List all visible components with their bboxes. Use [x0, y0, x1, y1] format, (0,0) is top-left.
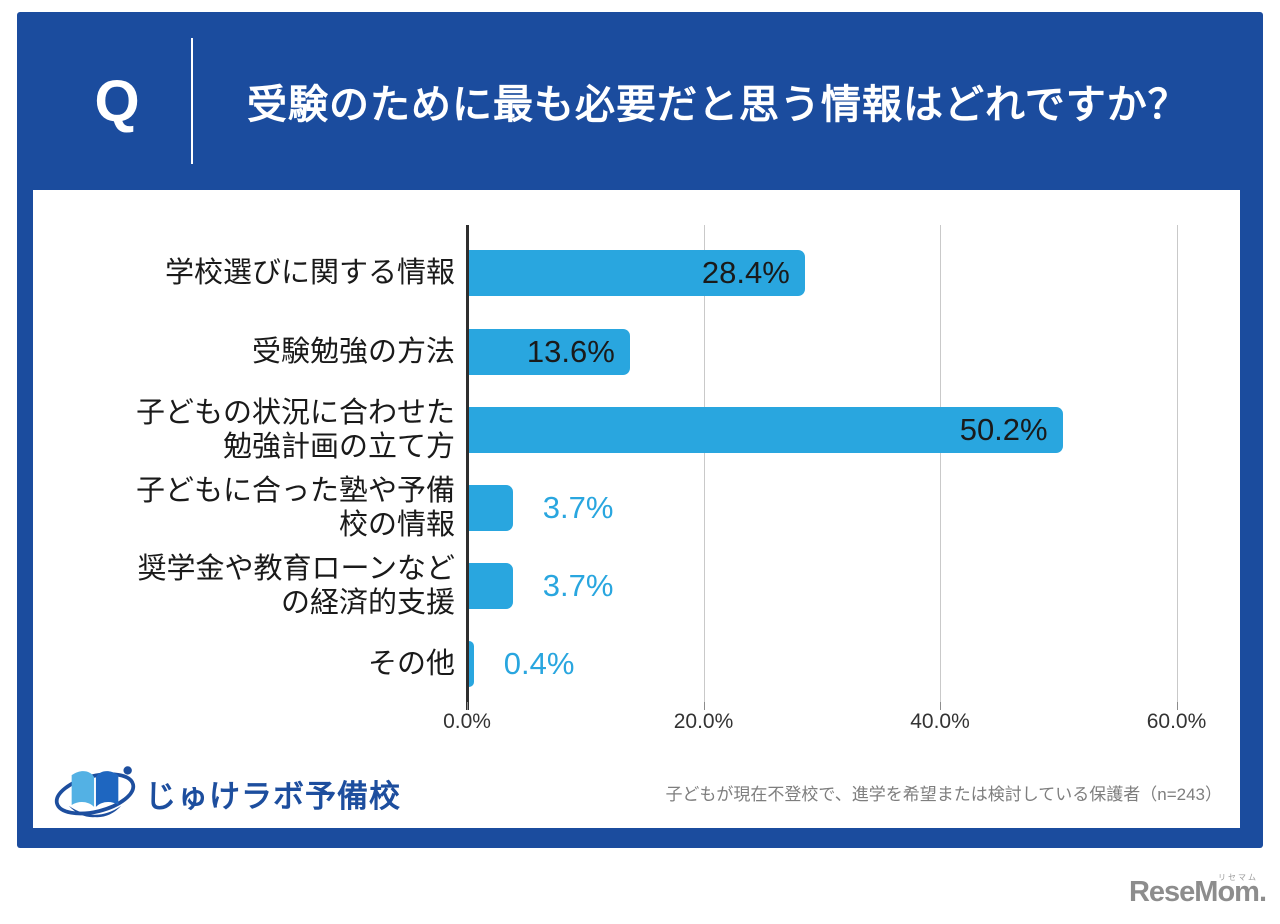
resemom-logo: リセマム ReseMom. [1128, 873, 1267, 909]
x-tick-mark-40 [940, 702, 941, 710]
bar [469, 407, 1063, 453]
category-label: 学校選びに関する情報 [164, 257, 455, 289]
question-header: Q 受験のために最も必要だと思う情報はどれですか？ [17, 12, 1263, 190]
gridline-20 [703, 225, 705, 702]
category-label: 受験勉強の方法 [251, 336, 455, 368]
x-tick-mark-20 [703, 702, 705, 710]
bar [469, 563, 513, 609]
resemom-logo-text: ReseMom. [1128, 876, 1267, 908]
category-label: 子どもに合った塾や予備 校の情報 [135, 475, 455, 541]
survey-footnote: 子どもが現在不登校で、進学を希望または検討している保護者（n=243） [665, 785, 1222, 804]
brand-logo: じゅけラボ予備校 [53, 758, 401, 829]
bar [469, 329, 630, 375]
bar [469, 485, 513, 531]
bar-value-label: 50.2% [959, 412, 1048, 447]
x-tick-mark-0 [467, 702, 468, 710]
x-tick-mark-60 [1176, 702, 1178, 710]
brand-logo-text: じゅけラボ予備校 [145, 779, 401, 814]
chart-panel: 0.0% 20.0% 40.0% 60.0% 学校選びに関する情報 28.4% 受験勉強の方… [33, 190, 1240, 828]
category-label: 子どもの状況に合わせた 勉強計画の立て方 [135, 397, 455, 463]
bar-value-label: 0.4% [503, 646, 575, 681]
bar-chart-plot: 0.0% 20.0% 40.0% 60.0% 学校選びに関する情報 28.4% 受験勉強の方… [33, 190, 1240, 828]
bar [469, 641, 474, 687]
q-mark: Q [94, 68, 140, 134]
x-tick-label-0: 0.0% [443, 710, 491, 733]
header-divider [191, 38, 193, 164]
book-orbit-icon [53, 758, 137, 829]
x-tick-label-40: 40.0% [910, 710, 970, 733]
category-label: 奨学金や教育ローンなど の経済的支援 [137, 553, 455, 619]
bar-value-label: 3.7% [542, 490, 614, 525]
category-label: その他 [367, 648, 455, 680]
y-axis-line [466, 225, 469, 710]
gridline-40 [940, 225, 941, 702]
x-tick-label-20: 20.0% [673, 710, 734, 733]
question-title: 受験のために最も必要だと思う情報はどれですか？ [247, 83, 1189, 127]
bar-value-label: 13.6% [526, 334, 615, 369]
resemom-logo-ruby: リセマム [1218, 873, 1258, 882]
x-tick-label-60: 60.0% [1146, 710, 1207, 733]
bar-value-label: 3.7% [542, 568, 614, 603]
bar-value-label: 28.4% [701, 255, 790, 290]
question-card: Q 受験のために最も必要だと思う情報はどれですか？ 0.0% 20.0% 40.0%… [17, 12, 1263, 848]
gridline-60 [1176, 225, 1178, 702]
bar [469, 250, 805, 296]
